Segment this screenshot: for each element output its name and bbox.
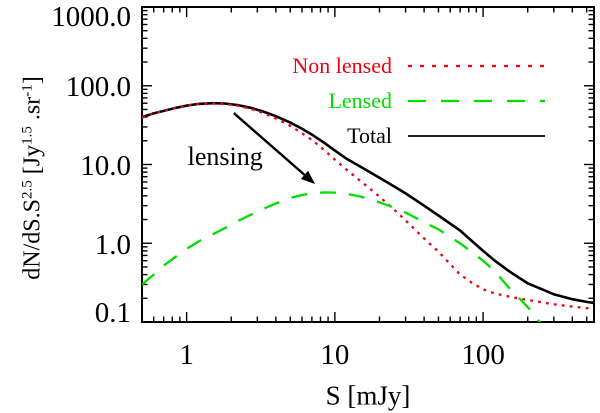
x-tick-label: 1 xyxy=(179,339,194,371)
curve-non-lensed xyxy=(142,102,594,310)
y-tick-label: 10.0 xyxy=(80,150,131,182)
y-axis-title-superscript: 2.5 xyxy=(19,180,36,199)
y-axis-title-superscript: 1.5 xyxy=(19,126,36,145)
legend-label-lensed: Lensed xyxy=(328,88,392,113)
y-tick-label: 1000.0 xyxy=(51,0,131,33)
curve-lensed xyxy=(142,191,542,322)
x-axis-title: S [mJy] xyxy=(325,380,411,411)
legend-label-non-lensed: Non lensed xyxy=(292,53,392,78)
lensing-arrow-head xyxy=(300,170,315,184)
axis-ticks xyxy=(143,8,593,321)
y-tick-label: 0.1 xyxy=(94,296,131,329)
x-tick-label: 100 xyxy=(461,339,505,371)
curve-total xyxy=(142,101,594,305)
x-tick-label: 10 xyxy=(320,339,350,371)
y-tick-label: 1.0 xyxy=(94,228,131,261)
legend-label-total: Total xyxy=(347,123,392,148)
plot-frame xyxy=(141,6,595,323)
lensing-arrow-shaft xyxy=(232,112,310,180)
y-tick-label: 100.0 xyxy=(65,71,131,104)
lensing-annotation: lensing xyxy=(187,142,263,172)
